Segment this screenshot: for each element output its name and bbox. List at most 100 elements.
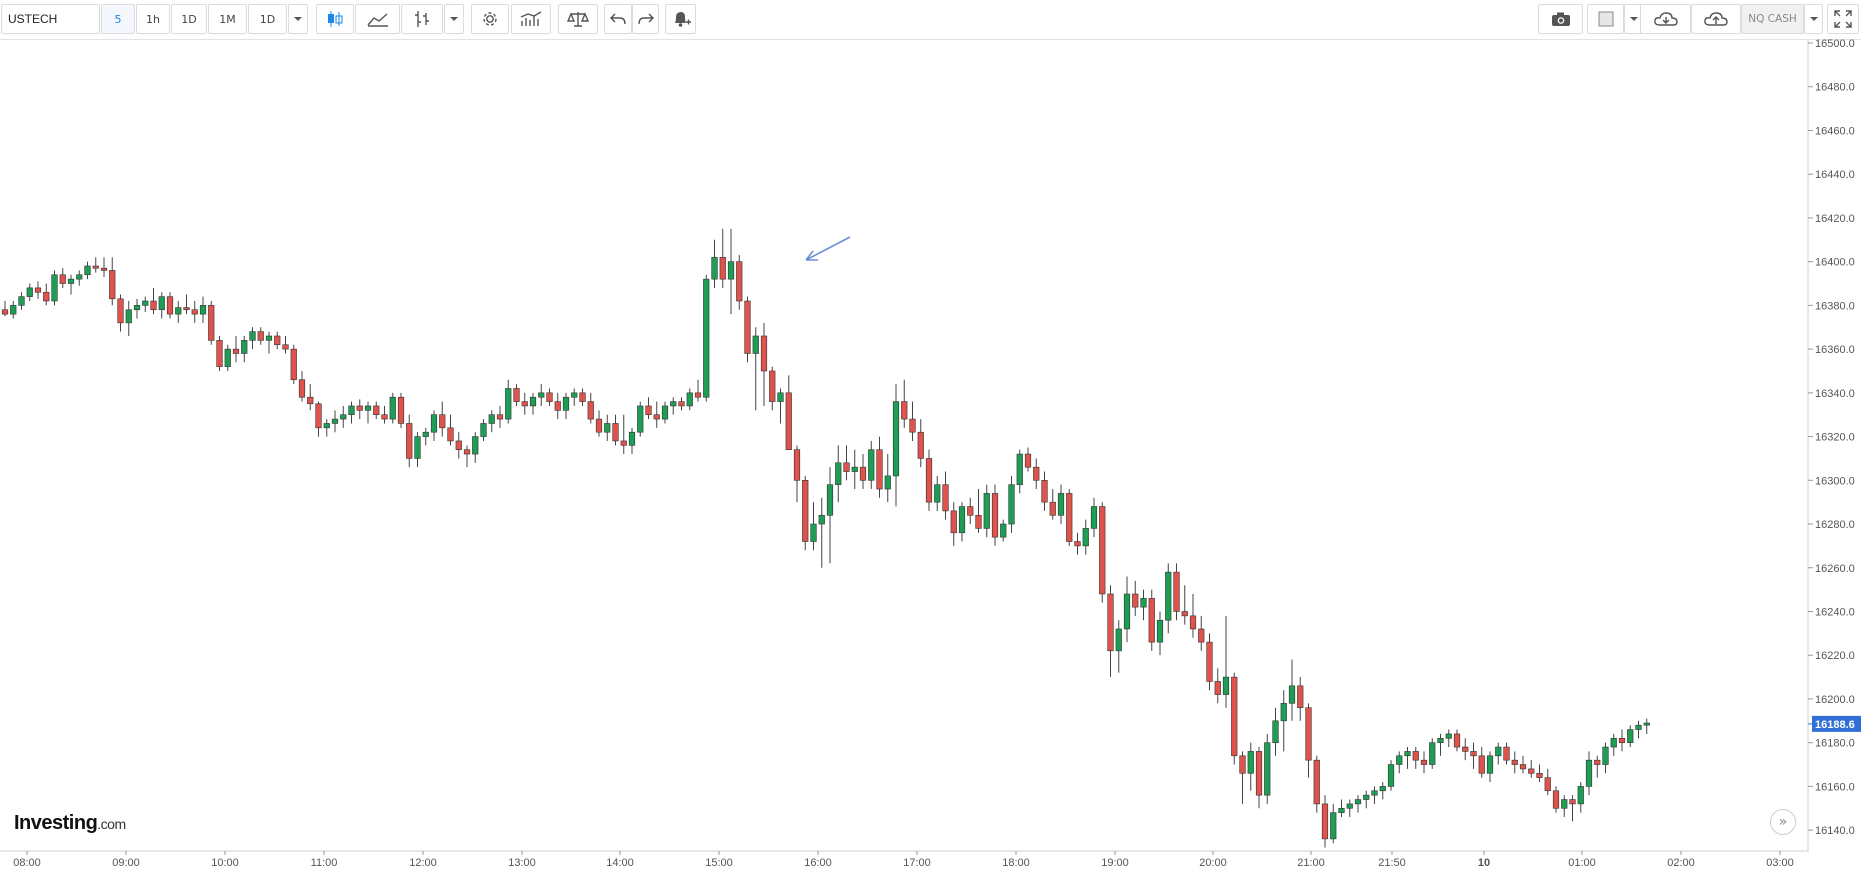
candle xyxy=(694,379,702,402)
legend-visibility-icon[interactable] xyxy=(400,53,412,64)
candle xyxy=(1049,489,1056,520)
bullish-candle-body xyxy=(76,274,83,280)
layout-name-button[interactable]: NQ CASH xyxy=(1741,4,1804,34)
candle xyxy=(389,392,396,424)
bullish-candle-body xyxy=(1585,759,1593,787)
layout-name-caret-down-icon[interactable] xyxy=(1804,4,1823,34)
candle xyxy=(1503,742,1510,765)
interval-1d-button[interactable]: 1D xyxy=(171,4,207,34)
bullish-candle-body xyxy=(331,418,339,424)
bearish-candle-body xyxy=(975,514,982,529)
candle xyxy=(43,283,50,306)
bearish-candle-body xyxy=(909,418,916,433)
candle xyxy=(315,401,322,437)
bearish-candle-body xyxy=(1412,751,1419,761)
candle xyxy=(447,414,454,446)
candle xyxy=(249,327,256,350)
indicators-icon[interactable] xyxy=(511,4,551,34)
interval-1m-button[interactable]: 1M xyxy=(208,4,247,34)
interval-1h-button[interactable]: 1h xyxy=(136,4,170,34)
bullish-candle-body xyxy=(892,401,900,477)
candle xyxy=(241,335,248,363)
undo-icon[interactable] xyxy=(604,4,632,34)
candle xyxy=(199,296,207,323)
low-value: 16167.6 xyxy=(597,50,653,67)
compare-icon[interactable] xyxy=(558,4,598,34)
time-axis[interactable]: 08:00 09:00 10:00 11:00 12:00 13:00 14:00 15:00… xyxy=(0,850,1808,871)
bullish-candle-body xyxy=(752,335,759,354)
bearish-candle-body xyxy=(1132,593,1139,608)
legend-settings-icon[interactable] xyxy=(415,53,427,64)
bullish-candle-body xyxy=(1371,790,1378,796)
time-tick-label: 18:00 xyxy=(1002,857,1030,869)
series-legend: US Tech 100 Cash, États-Unis, 5, US Inde… xyxy=(8,50,727,67)
candle xyxy=(950,502,957,546)
bullish-candle-body xyxy=(10,305,17,315)
gear-icon[interactable] xyxy=(471,4,509,34)
camera-icon[interactable] xyxy=(1538,4,1583,34)
scroll-to-realtime-button[interactable]: » xyxy=(1770,809,1796,835)
interval-custom-button[interactable]: 1D xyxy=(248,4,287,34)
cloud-load-icon[interactable] xyxy=(1640,4,1691,34)
bullish-candle-body xyxy=(818,514,825,525)
bullish-candle-body xyxy=(1115,628,1122,652)
bearish-candle-body xyxy=(967,506,974,516)
candle xyxy=(1090,497,1098,538)
bullish-candle-body xyxy=(249,331,256,341)
candle xyxy=(1107,585,1114,678)
bullish-candle-body xyxy=(1610,738,1617,748)
bullish-candle-body xyxy=(1387,764,1395,787)
chart-type-caret-down-icon[interactable] xyxy=(444,4,464,34)
candlestick-icon[interactable] xyxy=(316,4,354,34)
candle xyxy=(769,366,776,411)
candle xyxy=(323,419,330,437)
bearish-candle-body xyxy=(1297,685,1304,708)
price-tick-label: 16260.0 xyxy=(1815,563,1855,575)
bullish-candle-body xyxy=(1288,685,1296,704)
time-tick-label: 17:00 xyxy=(903,857,931,869)
high-value: 16178.3 xyxy=(523,50,578,67)
bearish-candle-body xyxy=(1148,598,1155,643)
candle xyxy=(142,296,149,312)
alert-icon[interactable] xyxy=(665,4,696,34)
bullish-candle-body xyxy=(241,340,248,354)
candle xyxy=(678,397,685,411)
price-tick-label: 16140.0 xyxy=(1815,825,1855,837)
cloud-save-icon[interactable] xyxy=(1691,4,1741,34)
candle xyxy=(1000,519,1007,542)
bullish-candle-body xyxy=(472,436,479,455)
candle xyxy=(381,405,388,424)
bearish-candle-body xyxy=(1313,759,1320,805)
candle xyxy=(653,401,660,428)
price-tick-label: 16480.0 xyxy=(1815,82,1855,94)
legend-caret-down-icon[interactable] xyxy=(381,56,389,62)
candle xyxy=(1495,742,1502,765)
interval-5m-button[interactable]: 5 xyxy=(101,4,135,34)
bearish-candle-body xyxy=(232,348,240,354)
fullscreen-icon[interactable] xyxy=(1827,4,1859,34)
candle xyxy=(1577,782,1584,813)
price-axis[interactable]: 16140.0 16160.0 16180.0 16200.0 16220.0 16240… xyxy=(1807,38,1861,852)
candle xyxy=(1635,720,1642,739)
layout-icon[interactable] xyxy=(1587,4,1624,34)
legend-collapse-icon[interactable] xyxy=(8,53,18,64)
symbol-input[interactable]: USTECH xyxy=(1,4,100,34)
bearish-candle-body xyxy=(744,300,751,354)
bearish-candle-body xyxy=(760,335,768,372)
bar-type-icon[interactable] xyxy=(401,4,443,34)
candle xyxy=(117,294,124,332)
bullish-candle-body xyxy=(414,436,421,459)
interval-caret-down-icon[interactable] xyxy=(288,4,308,34)
bearish-candle-body xyxy=(307,396,314,405)
candle xyxy=(191,301,198,323)
annotation-arrow[interactable] xyxy=(805,236,851,261)
line-chart-icon[interactable] xyxy=(355,4,400,34)
redo-icon[interactable] xyxy=(632,4,659,34)
bearish-candle-body xyxy=(290,348,297,381)
price-tick-label: 16380.0 xyxy=(1815,300,1855,312)
bullish-candle-body xyxy=(1338,807,1345,813)
bearish-candle-body xyxy=(620,440,627,446)
candle xyxy=(901,379,908,428)
bearish-candle-body xyxy=(191,309,198,315)
